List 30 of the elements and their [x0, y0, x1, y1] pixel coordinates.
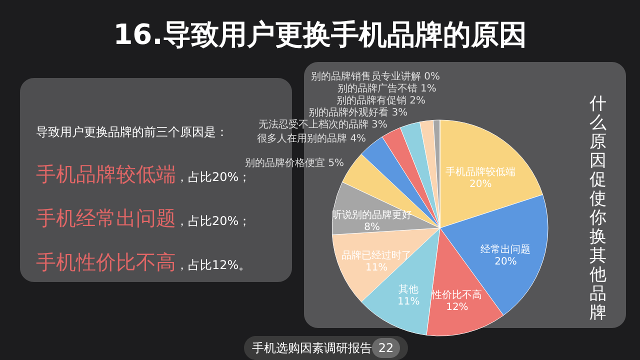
slice-label: 手机品牌较低端: [446, 166, 516, 178]
slice-label: 品牌已经过时了: [342, 249, 412, 262]
text: ，占比20%；: [176, 170, 251, 184]
category-label: 别的品牌销售员专业讲解 0%: [310, 72, 440, 83]
text: 什么原因促使你换其他品牌: [590, 94, 606, 323]
text: 手机选购因素调研报告: [252, 341, 372, 355]
chart-title: 16.导致用户更换手机品牌的原因: [113, 18, 527, 51]
data-label: 8%: [364, 222, 380, 234]
slice-label: 别的品牌广告不错 1%: [337, 82, 436, 95]
slice-label: 无法忍受不上档次的品牌 3%: [258, 118, 388, 131]
text: 手机经常出问题: [36, 206, 176, 230]
data-label: 20%: [470, 179, 492, 190]
slice-label: 别的品牌外观好看 3%: [308, 106, 408, 119]
text: ，占比20%；: [176, 214, 251, 228]
text: 手机性价比不高: [36, 250, 176, 274]
slice-label: 很多人在用别的品牌 4%: [257, 132, 366, 145]
text: 手机品牌较低端: [36, 162, 176, 186]
slice-label: 别的品牌有促销 2%: [336, 94, 426, 107]
text: ，占比12%。: [176, 258, 251, 272]
slice-label: 其他: [398, 284, 419, 296]
data-label: 12%: [446, 302, 468, 313]
data-label: 11%: [365, 262, 388, 274]
text: 导致用户更换品牌的前三个原因是：: [36, 125, 228, 139]
text: 22: [378, 341, 394, 355]
slice-label: 性价比不高: [431, 288, 482, 301]
slice-label: 别的品牌价格便宜 5%: [245, 156, 344, 169]
data-label: 11%: [398, 296, 420, 308]
data-label: 20%: [494, 256, 517, 268]
slice-label: 经常出问题: [480, 243, 531, 256]
slice-label: 听说别的品牌更好: [332, 209, 412, 222]
